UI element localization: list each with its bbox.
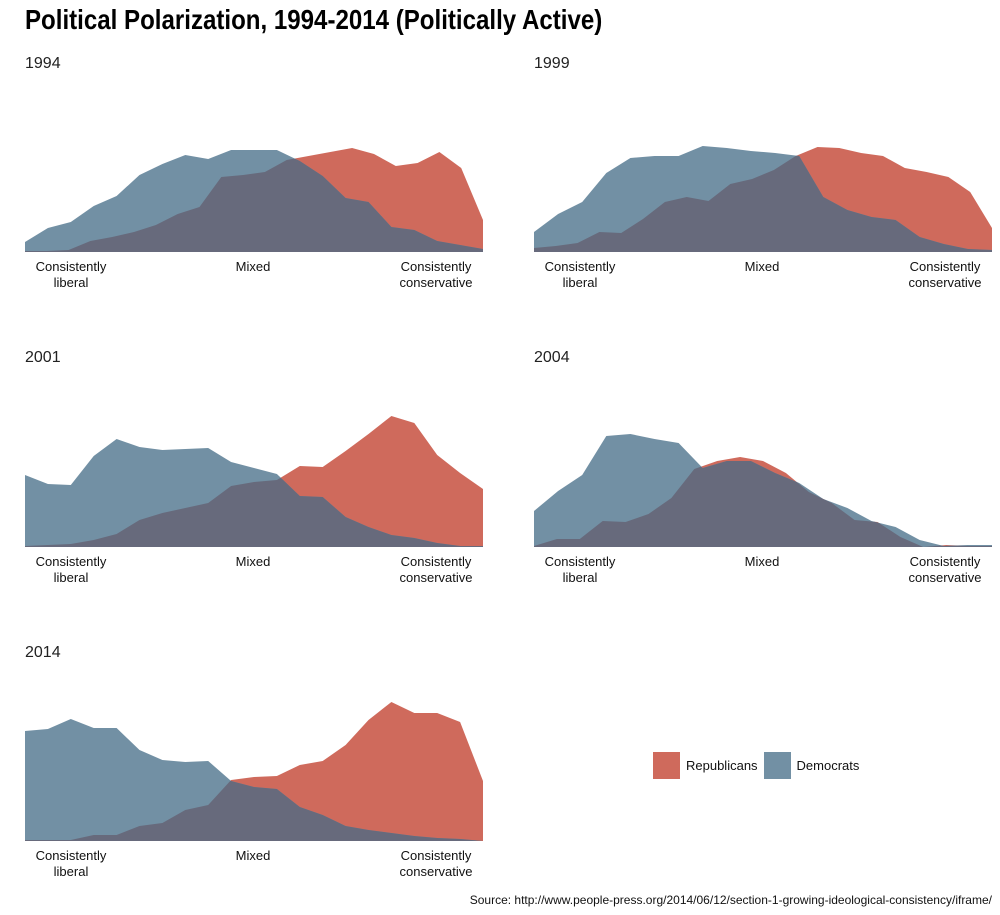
x-tick-consistently-conservative-1994: Consistently conservative xyxy=(399,259,473,290)
panel-chart-1994 xyxy=(25,148,483,252)
legend: Republicans Democrats xyxy=(653,752,865,779)
panel-year-2001: 2001 xyxy=(25,349,61,366)
x-tick-mixed-2004: Mixed xyxy=(744,554,780,569)
panel-year-1999: 1999 xyxy=(534,55,570,72)
x-tick-mixed-1999: Mixed xyxy=(744,259,780,274)
panel-year-2014: 2014 xyxy=(25,644,61,661)
legend-label-republicans: Republicans xyxy=(686,758,758,773)
republicans-area-2001 xyxy=(25,416,483,547)
x-tick-mixed-1994: Mixed xyxy=(235,259,271,274)
legend-item-democrats: Democrats xyxy=(763,752,860,779)
x-tick-consistently-conservative-2001: Consistently conservative xyxy=(399,554,473,585)
panel-chart-2001 xyxy=(25,416,483,547)
x-tick-consistently-liberal-1994: Consistently liberal xyxy=(35,259,107,290)
x-tick-consistently-conservative-2014: Consistently conservative xyxy=(399,848,473,879)
democrats-area-2014 xyxy=(25,719,483,841)
source-note: Source: http://www.people-press.org/2014… xyxy=(469,893,992,907)
panel-year-1994: 1994 xyxy=(25,55,61,72)
legend-swatch-republicans xyxy=(653,752,680,779)
x-tick-consistently-conservative-1999: Consistently conservative xyxy=(908,259,982,290)
legend-swatch-democrats xyxy=(763,752,791,779)
x-tick-consistently-conservative-2004: Consistently conservative xyxy=(908,554,982,585)
x-tick-mixed-2001: Mixed xyxy=(235,554,271,569)
x-tick-consistently-liberal-2014: Consistently liberal xyxy=(35,848,107,879)
x-tick-consistently-liberal-1999: Consistently liberal xyxy=(544,259,616,290)
x-tick-consistently-liberal-2004: Consistently liberal xyxy=(544,554,616,585)
panel-chart-2004 xyxy=(534,434,992,547)
legend-item-republicans: Republicans xyxy=(653,752,758,779)
legend-label-democrats: Democrats xyxy=(796,758,860,773)
republicans-area-2014 xyxy=(25,702,483,841)
panel-chart-2014 xyxy=(25,702,483,841)
x-tick-mixed-2014: Mixed xyxy=(235,848,271,863)
panel-chart-1999 xyxy=(534,146,992,252)
chart-title: Political Polarization, 1994-2014 (Polit… xyxy=(25,4,603,35)
x-tick-consistently-liberal-2001: Consistently liberal xyxy=(35,554,107,585)
panel-year-2004: 2004 xyxy=(534,349,570,366)
